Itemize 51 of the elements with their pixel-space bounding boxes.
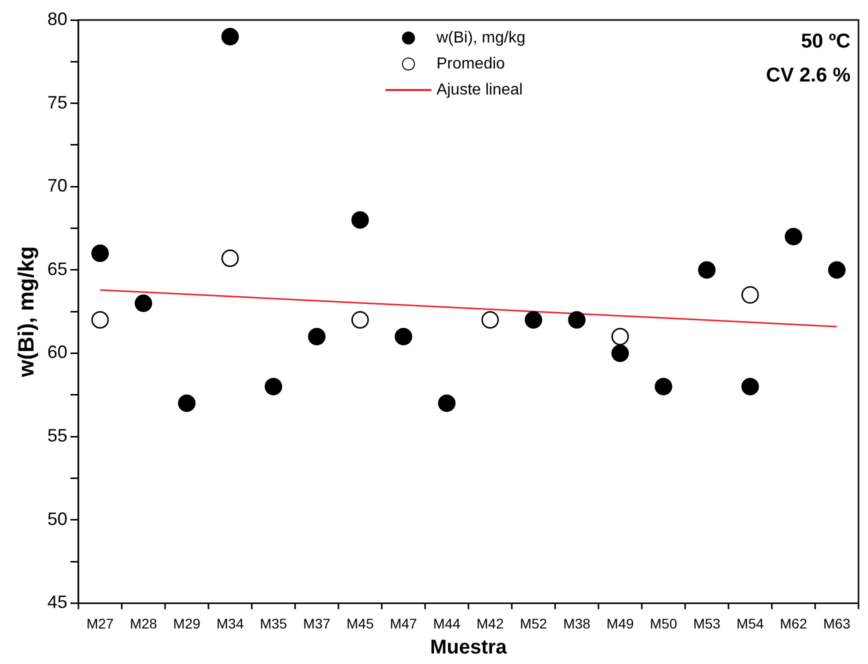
x-axis-title: Muestra	[430, 636, 508, 659]
point	[178, 394, 196, 412]
x-tick-label: M45	[346, 615, 374, 632]
point	[611, 344, 629, 362]
x-tick-label: M37	[303, 615, 331, 632]
x-tick-label: M54	[736, 615, 764, 632]
x-tick-label: M52	[520, 615, 548, 632]
legend-label: Promedio	[436, 55, 506, 72]
point	[698, 261, 716, 279]
x-tick-label: M38	[563, 615, 591, 632]
x-tick-label: M27	[86, 615, 114, 632]
x-tick-label: M35	[260, 615, 288, 632]
x-tick-label: M47	[390, 615, 418, 632]
point	[91, 244, 109, 262]
legend-label: Ajuste lineal	[436, 81, 523, 98]
y-tick-label: 45	[47, 592, 68, 612]
x-tick-label: M42	[476, 615, 504, 632]
x-tick-label: M29	[173, 615, 201, 632]
point	[91, 311, 109, 329]
x-tick-label: M44	[433, 615, 461, 632]
y-tick-label: 65	[47, 258, 68, 279]
x-tick-label: M49	[606, 615, 634, 632]
point	[134, 294, 152, 312]
x-tick-label: M53	[693, 615, 721, 632]
annotation: CV 2.6 %	[766, 64, 851, 87]
y-tick-label: 80	[47, 8, 68, 29]
annotation: 50 ºC	[800, 30, 850, 53]
legend-label: w(Bi), mg/kg	[435, 29, 526, 46]
y-tick-label: 60	[47, 342, 68, 362]
point	[221, 28, 239, 46]
x-tick-label: M62	[780, 615, 808, 632]
point	[351, 211, 369, 229]
y-tick-label: 70	[47, 176, 68, 196]
point	[654, 378, 672, 396]
point	[568, 311, 586, 329]
y-tick-label: 75	[47, 92, 68, 112]
point	[784, 228, 802, 246]
x-tick-label: M34	[216, 615, 244, 632]
point	[308, 328, 326, 346]
y-tick-label: 55	[47, 426, 68, 446]
x-tick-label: M28	[130, 615, 158, 632]
point	[524, 311, 542, 329]
point	[741, 378, 759, 396]
point	[438, 394, 456, 412]
x-tick-label: M63	[823, 615, 851, 632]
point	[264, 378, 282, 396]
y-tick-label: 50	[47, 508, 68, 529]
y-axis-title: w(Bi), mg/kg	[13, 246, 38, 378]
x-tick-label: M50	[650, 615, 678, 632]
point	[394, 328, 412, 346]
point	[828, 261, 846, 279]
